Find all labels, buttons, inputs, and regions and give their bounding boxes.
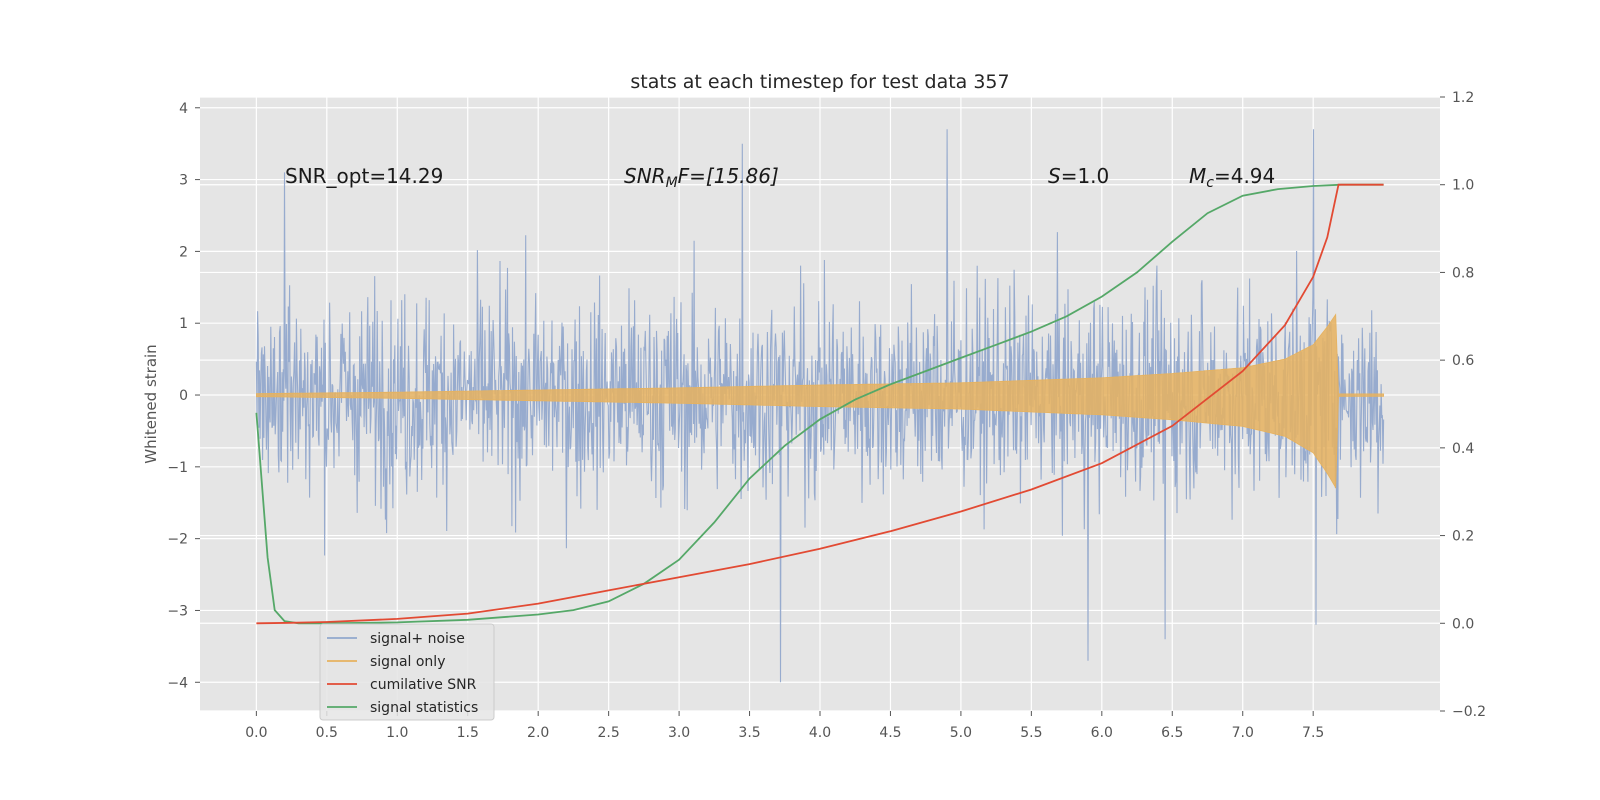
legend-label-cumulative-snr: cumilative SNR <box>370 677 477 693</box>
snr-mf-annotation: SNRMF=[15.86] <box>624 164 779 191</box>
y-tick-label: 0 <box>179 388 188 404</box>
x-tick-label: 2.5 <box>598 725 620 741</box>
signal-noise-series <box>255 129 1385 683</box>
x-tick-label: 4.5 <box>879 725 901 741</box>
s-main: S <box>1048 164 1061 188</box>
x-tick-label: 7.0 <box>1232 725 1254 741</box>
y-tick-label: 3 <box>179 173 188 189</box>
x-tick-label: 0.0 <box>245 725 267 741</box>
y2-tick-label: 0.0 <box>1452 616 1474 632</box>
x-tick-label: 5.5 <box>1020 725 1042 741</box>
mc-annotation: Mc=4.94 <box>1189 164 1275 191</box>
s-annotation: S=1.0 <box>1048 164 1109 188</box>
mc-rest: =4.94 <box>1214 164 1275 188</box>
y2-tick-label: 1.2 <box>1452 90 1474 106</box>
y-tick-label: −3 <box>167 603 188 619</box>
y2-tick-label: −0.2 <box>1452 704 1486 720</box>
chart-title: stats at each timestep for test data 357 <box>630 71 1009 93</box>
signal-only-series <box>255 313 1384 489</box>
x-axis-ticks: 0.0 0.5 1.0 1.5 2.0 2.5 3.0 3.5 4.0 4.5 5.0 5.5 6.0 6… <box>245 711 1324 741</box>
y-tick-label: −4 <box>167 675 188 691</box>
x-tick-label: 6.5 <box>1161 725 1183 741</box>
x-tick-label: 5.0 <box>950 725 972 741</box>
x-tick-label: 1.0 <box>386 725 408 741</box>
y-tick-label: 4 <box>179 101 188 117</box>
y2-tick-label: 0.2 <box>1452 529 1474 545</box>
x-tick-label: 1.5 <box>457 725 479 741</box>
y-axis-ticks: −4 −3 −2 −1 0 1 2 3 4 <box>167 101 200 691</box>
x-tick-label: 4.0 <box>809 725 831 741</box>
y-tick-label: −2 <box>167 532 188 548</box>
mc-main: M <box>1189 164 1206 188</box>
s-rest: =1.0 <box>1061 164 1110 188</box>
grid <box>200 96 1440 712</box>
cumulative-snr-line <box>256 183 1384 625</box>
y-axis-label: Whitened strain <box>142 344 160 463</box>
snr-mf-main: SNR <box>624 164 666 188</box>
y2-tick-label: 1.0 <box>1452 178 1474 194</box>
y2-axis-ticks: −0.2 0.0 0.2 0.4 0.6 0.8 1.0 1.2 <box>1440 90 1486 720</box>
legend-box <box>319 623 495 721</box>
snr-mf-sub: M <box>666 175 678 191</box>
y-tick-label: 1 <box>179 316 188 332</box>
y-tick-label: −1 <box>167 460 188 476</box>
x-tick-label: 3.5 <box>738 725 760 741</box>
y2-tick-label: 0.6 <box>1452 353 1474 369</box>
signal-only-fill <box>255 313 1384 489</box>
snr-mf-rest: F=[15.86] <box>678 164 779 188</box>
y2-tick-label: 0.4 <box>1452 441 1474 457</box>
mc-sub: c <box>1206 175 1214 191</box>
signal-noise-line <box>255 129 1385 683</box>
y2-tick-label: 0.8 <box>1452 265 1474 281</box>
legend-label-signal-statistics: signal statistics <box>370 700 478 716</box>
legend-label-signal-only: signal only <box>370 654 445 670</box>
legend: signal+ noise signal only cumilative SNR… <box>319 623 495 721</box>
snr-opt-annotation: SNR_opt=14.29 <box>285 164 443 188</box>
x-tick-label: 0.5 <box>316 725 338 741</box>
annotations: SNR_opt=14.29 SNRMF=[15.86] S=1.0 Mc=4.9… <box>285 164 1275 191</box>
x-tick-label: 2.0 <box>527 725 549 741</box>
line-series <box>255 183 1384 625</box>
x-tick-label: 7.5 <box>1302 725 1324 741</box>
x-tick-label: 6.0 <box>1091 725 1113 741</box>
signal-statistics-line <box>255 183 1384 625</box>
y-tick-label: 2 <box>179 244 188 260</box>
legend-label-signal-noise: signal+ noise <box>370 631 465 647</box>
x-tick-label: 3.0 <box>668 725 690 741</box>
